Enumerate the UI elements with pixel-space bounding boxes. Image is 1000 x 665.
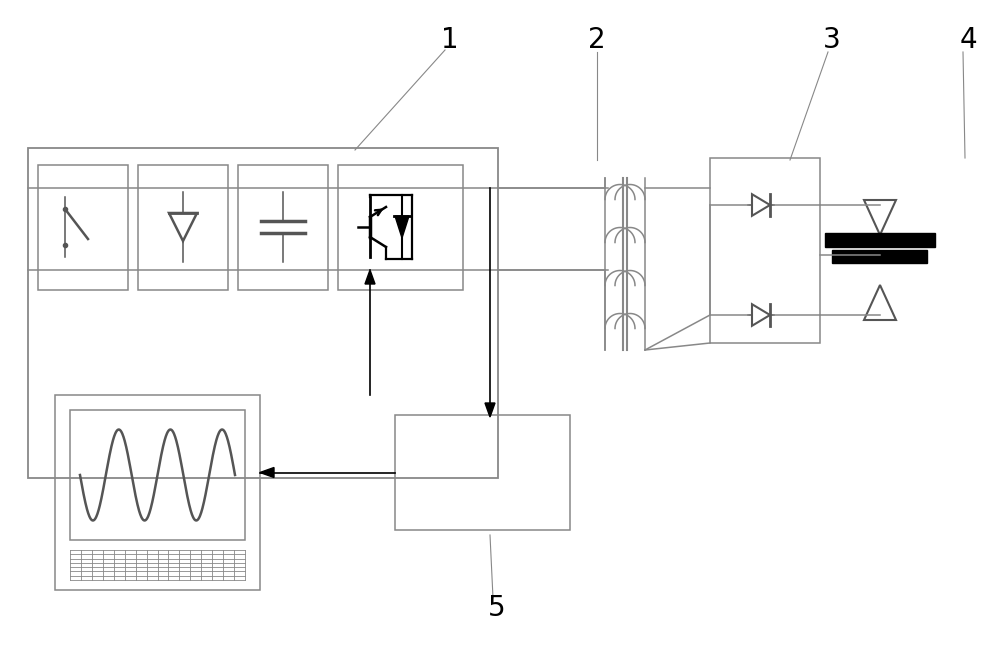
Text: 5: 5 [488, 594, 506, 622]
Bar [395, 415, 570, 530]
Text: 1: 1 [441, 26, 459, 54]
Bar [138, 165, 228, 290]
Polygon shape [260, 467, 274, 477]
Text: 4: 4 [959, 26, 977, 54]
Polygon shape [485, 403, 495, 417]
Bar [70, 410, 245, 540]
Bar [338, 165, 463, 290]
Bar [38, 165, 128, 290]
Bar [28, 148, 498, 478]
Bar [710, 158, 820, 343]
Bar [825, 233, 935, 247]
Bar [238, 165, 328, 290]
Polygon shape [395, 216, 409, 238]
Bar [832, 250, 927, 263]
Text: 2: 2 [588, 26, 606, 54]
Bar [55, 395, 260, 590]
Text: 3: 3 [823, 26, 841, 54]
Polygon shape [365, 270, 375, 284]
